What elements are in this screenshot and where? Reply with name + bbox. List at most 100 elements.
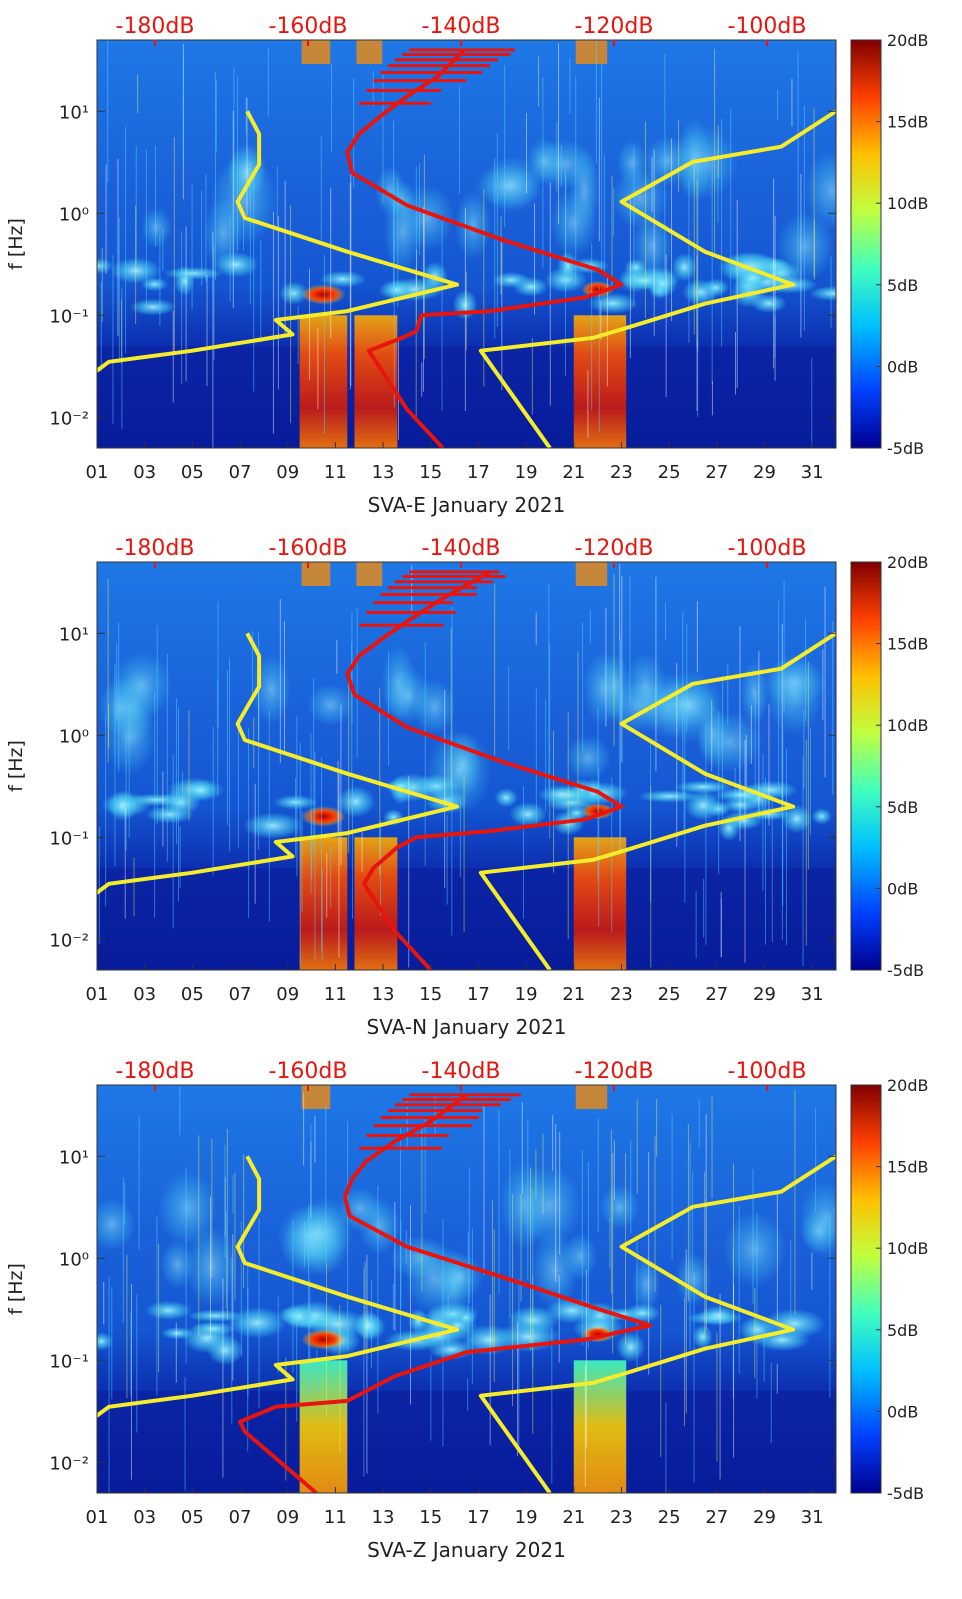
- y-tick-label: 10⁻¹: [49, 828, 89, 849]
- panel-3: 01 03 05 07 09 11 13 15 17 19 21 23 25 27 29 31 SVA-Z Ja…: [5, 1059, 929, 1562]
- x-tick-label: 15: [419, 1507, 442, 1528]
- top-axis-label: -160dB: [269, 536, 348, 561]
- colorbar-tick-label: 20dB: [887, 31, 929, 50]
- y-tick-label: 10⁰: [59, 726, 89, 747]
- top-axis-label: -180dB: [116, 1059, 195, 1084]
- x-tick-label: 27: [705, 984, 728, 1005]
- x-tick-label: 01: [86, 462, 109, 483]
- y-tick-label: 10¹: [59, 624, 89, 645]
- colorbar-tick-label: 10dB: [887, 716, 929, 735]
- median-curve: [238, 1093, 653, 1493]
- top-axis-label: -100dB: [728, 14, 807, 39]
- y-tick-label: 10¹: [59, 102, 89, 123]
- y-tick-label: 10¹: [59, 1147, 89, 1168]
- top-axis-label: -180dB: [116, 536, 195, 561]
- x-tick-label: 31: [801, 462, 824, 483]
- model-curve-left: [97, 110, 459, 374]
- top-axis-label: -120dB: [575, 1059, 654, 1084]
- model-curve-right: [478, 1154, 836, 1493]
- x-tick-label: 15: [419, 462, 442, 483]
- x-tick-label: 13: [372, 984, 395, 1005]
- colorbar-tick-label: 20dB: [887, 553, 929, 572]
- x-tick-label: 07: [229, 1507, 252, 1528]
- x-tick-label: 29: [753, 984, 776, 1005]
- plot-frame: [96, 1084, 837, 1494]
- plot-frame: [96, 561, 837, 971]
- y-tick-label: 10⁰: [59, 1249, 89, 1270]
- top-axis-label: -100dB: [728, 1059, 807, 1084]
- x-tick-label: 03: [133, 462, 156, 483]
- x-tick-label: 07: [229, 984, 252, 1005]
- y-axis-label: f [Hz]: [5, 1263, 27, 1315]
- colorbar: [850, 1084, 882, 1494]
- y-tick-label: 10⁰: [59, 204, 89, 225]
- y-tick-label: 10⁻²: [49, 930, 89, 951]
- y-tick-label: 10⁻¹: [49, 306, 89, 327]
- x-tick-label: 27: [705, 1507, 728, 1528]
- x-tick-label: 01: [86, 984, 109, 1005]
- model-curve-left: [97, 632, 459, 896]
- x-tick-label: 05: [181, 462, 204, 483]
- x-tick-label: 23: [610, 1507, 633, 1528]
- x-tick-label: 21: [562, 462, 585, 483]
- x-tick-label: 09: [276, 1507, 299, 1528]
- x-tick-label: 03: [133, 1507, 156, 1528]
- colorbar-tick-label: -5dB: [887, 961, 924, 980]
- x-tick-label: 25: [658, 984, 681, 1005]
- panel-1: 01 03 05 07 09 11 13 15 17 19 21 23 25 27 29 31 SVA-E Ja…: [5, 14, 929, 517]
- top-axis-label: -180dB: [116, 14, 195, 39]
- x-tick-label: 13: [372, 462, 395, 483]
- x-tick-label: 23: [610, 462, 633, 483]
- colorbar-tick-label: -5dB: [887, 1484, 924, 1503]
- colorbar-tick-label: 5dB: [887, 1321, 918, 1340]
- x-axis-label: SVA-Z January 2021: [367, 1538, 566, 1562]
- y-tick-label: 10⁻¹: [49, 1351, 89, 1372]
- top-axis-label: -140dB: [422, 14, 501, 39]
- top-axis-label: -140dB: [422, 536, 501, 561]
- colorbar-tick-label: 0dB: [887, 879, 918, 898]
- x-tick-label: 03: [133, 984, 156, 1005]
- median-curve: [345, 48, 624, 448]
- x-tick-label: 01: [86, 1507, 109, 1528]
- top-axis-label: -160dB: [269, 14, 348, 39]
- model-curve-right: [478, 109, 836, 448]
- x-tick-label: 09: [276, 462, 299, 483]
- top-axis-label: -160dB: [269, 1059, 348, 1084]
- x-tick-label: 29: [753, 462, 776, 483]
- x-tick-label: 05: [181, 1507, 204, 1528]
- x-tick-label: 11: [324, 462, 347, 483]
- y-tick-label: 10⁻²: [49, 1453, 89, 1474]
- top-axis-label: -120dB: [575, 536, 654, 561]
- spectrogram-image: [97, 1085, 836, 1493]
- model-curve-left: [97, 1155, 459, 1419]
- colorbar-tick-label: 0dB: [887, 357, 918, 376]
- x-tick-label: 25: [658, 1507, 681, 1528]
- panel-2: 01 03 05 07 09 11 13 15 17 19 21 23 25 27 29 31 SVA-N Ja…: [5, 536, 929, 1039]
- x-tick-label: 19: [515, 984, 538, 1005]
- x-tick-label: 19: [515, 1507, 538, 1528]
- median-curve: [345, 570, 624, 970]
- x-tick-label: 11: [324, 1507, 347, 1528]
- x-tick-label: 09: [276, 984, 299, 1005]
- y-axis-label: f [Hz]: [5, 218, 27, 270]
- colorbar: [850, 39, 882, 449]
- top-axis-label: -140dB: [422, 1059, 501, 1084]
- x-tick-label: 19: [515, 462, 538, 483]
- top-axis-label: -120dB: [575, 14, 654, 39]
- colorbar-tick-label: 10dB: [887, 1239, 929, 1258]
- x-axis-label: SVA-E January 2021: [368, 493, 566, 517]
- x-tick-label: 15: [419, 984, 442, 1005]
- x-tick-label: 13: [372, 1507, 395, 1528]
- colorbar: [850, 561, 882, 971]
- y-tick-label: 10⁻²: [49, 408, 89, 429]
- x-tick-label: 25: [658, 462, 681, 483]
- x-tick-label: 05: [181, 984, 204, 1005]
- x-tick-label: 21: [562, 1507, 585, 1528]
- colorbar-tick-label: -5dB: [887, 439, 924, 458]
- colorbar-tick-label: 0dB: [887, 1402, 918, 1421]
- top-axis-label: -100dB: [728, 536, 807, 561]
- colorbar-tick-label: 15dB: [887, 635, 929, 654]
- x-tick-label: 11: [324, 984, 347, 1005]
- colorbar-tick-label: 20dB: [887, 1076, 929, 1095]
